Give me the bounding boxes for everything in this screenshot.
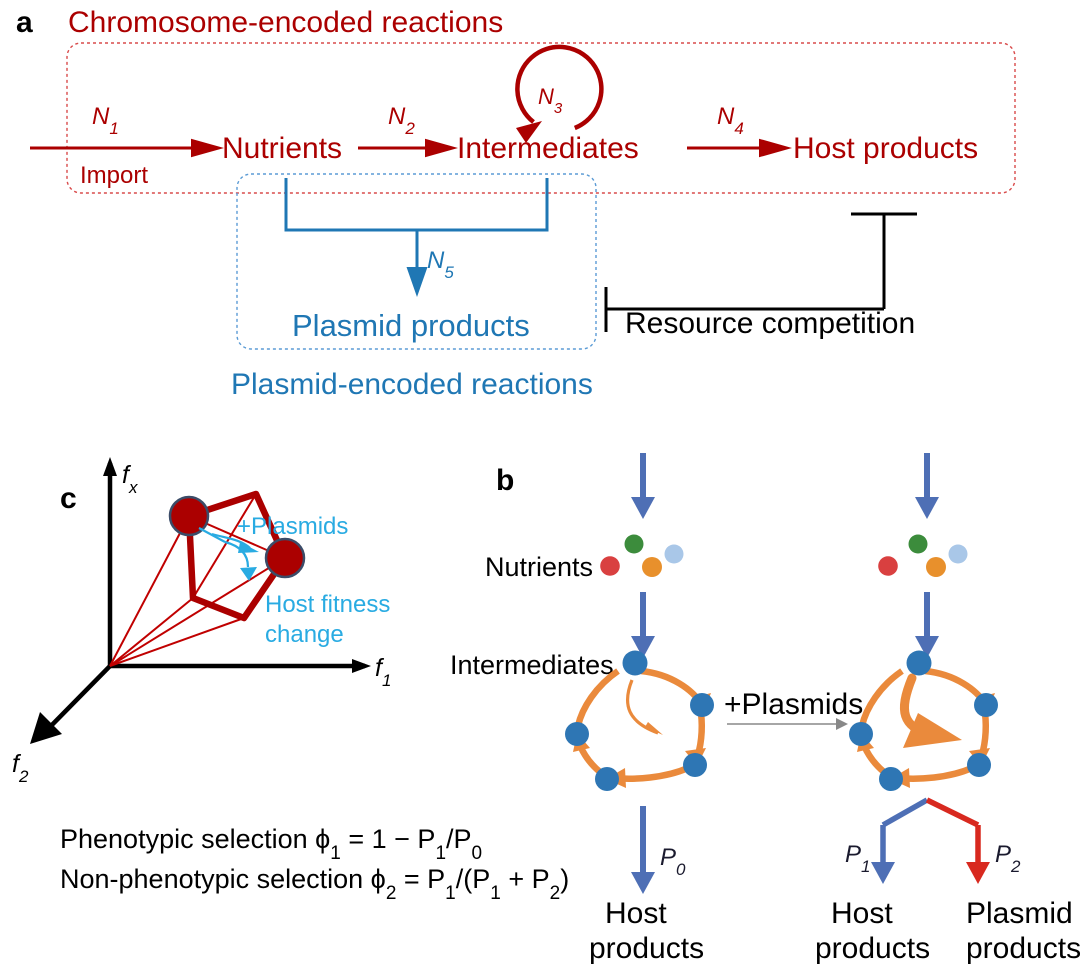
svg-text:Phenotypic selection ϕ1 = 1 −: Phenotypic selection ϕ1 = 1 − P1/P0	[60, 824, 482, 864]
svg-text:Plasmid: Plasmid	[966, 897, 1073, 930]
svg-text:Host: Host	[605, 897, 667, 930]
svg-text:Intermediates: Intermediates	[450, 650, 614, 680]
svg-text:Nutrients: Nutrients	[485, 552, 593, 582]
svg-text:Host products: Host products	[793, 132, 978, 165]
svg-text:change: change	[265, 621, 344, 648]
svg-text:Host fitness: Host fitness	[265, 591, 390, 618]
svg-text:a: a	[16, 6, 33, 39]
svg-text:+Plasmids: +Plasmids	[724, 688, 863, 721]
svg-text:N2: N2	[388, 103, 415, 138]
svg-text:Plasmid-encoded reactions: Plasmid-encoded reactions	[231, 368, 593, 401]
svg-text:Chromosome-encoded reactions: Chromosome-encoded reactions	[68, 6, 503, 39]
svg-text:Nutrients: Nutrients	[222, 132, 342, 165]
svg-text:P1: P1	[845, 841, 870, 876]
svg-text:products: products	[815, 932, 930, 964]
svg-text:Non-phenotypic selection ϕ2 =: Non-phenotypic selection ϕ2 = P1/(P1 + P…	[60, 864, 569, 904]
svg-text:+Plasmids: +Plasmids	[237, 513, 348, 540]
svg-text:N5: N5	[427, 247, 454, 282]
svg-text:N1: N1	[92, 103, 119, 138]
svg-text:products: products	[589, 932, 704, 964]
svg-text:Intermediates: Intermediates	[457, 132, 639, 165]
svg-text:c: c	[60, 482, 77, 515]
svg-text:P2: P2	[995, 841, 1021, 876]
svg-text:Host: Host	[831, 897, 893, 930]
svg-text:f2: f2	[12, 750, 29, 786]
svg-text:N4: N4	[717, 103, 744, 138]
svg-text:Plasmid products: Plasmid products	[292, 308, 530, 343]
svg-text:b: b	[496, 464, 514, 497]
svg-text:P0: P0	[660, 844, 686, 879]
svg-text:N3: N3	[538, 84, 563, 117]
svg-text:f1: f1	[375, 654, 391, 690]
svg-text:products: products	[966, 932, 1080, 964]
svg-text:fx: fx	[122, 461, 138, 497]
svg-text:Import: Import	[80, 162, 148, 189]
svg-text:Resource competition: Resource competition	[625, 307, 915, 340]
